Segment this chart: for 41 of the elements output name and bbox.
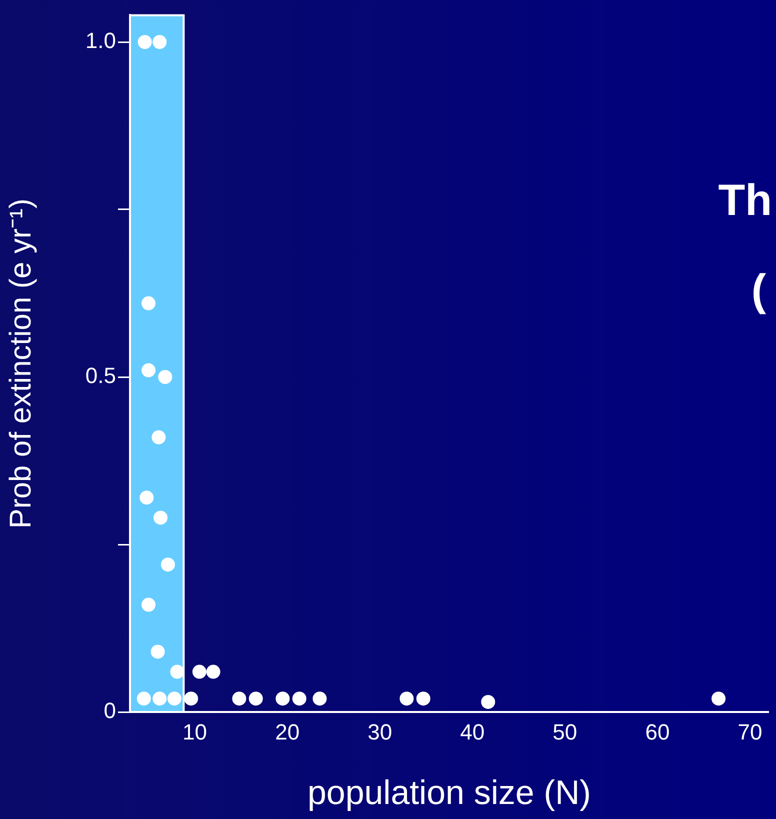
point xyxy=(152,430,166,444)
x-tick-label: 60 xyxy=(645,719,670,744)
point xyxy=(184,692,198,706)
y-tick-label: 0.5 xyxy=(85,363,116,388)
y-tick-label: 0 xyxy=(104,698,116,724)
point xyxy=(152,692,167,706)
point xyxy=(481,694,496,709)
point xyxy=(142,296,156,310)
point xyxy=(160,558,175,572)
x-tick-label: 30 xyxy=(368,719,392,744)
point xyxy=(712,692,726,706)
x-tick-label: 40 xyxy=(460,719,485,744)
point xyxy=(140,490,154,505)
point xyxy=(152,35,167,49)
point xyxy=(248,692,263,706)
x-tick-label: 20 xyxy=(275,719,300,744)
x-axis-title: population size (N) xyxy=(308,774,591,812)
point xyxy=(167,692,182,706)
x-tick-label: 10 xyxy=(182,719,208,744)
point xyxy=(416,692,430,706)
point xyxy=(138,35,152,49)
x-tick-label: 50 xyxy=(552,719,578,744)
point xyxy=(400,692,414,706)
point xyxy=(312,692,327,706)
point xyxy=(154,510,168,525)
point xyxy=(150,644,165,659)
y-axis-title: Prob of extinction (e yr⁻¹) xyxy=(4,198,38,529)
point xyxy=(276,692,290,706)
point xyxy=(158,370,172,384)
point xyxy=(206,664,220,679)
point xyxy=(192,664,206,679)
point xyxy=(232,692,246,706)
y-tick-label: 1.0 xyxy=(85,28,116,54)
point xyxy=(136,692,151,706)
annotation: ( xyxy=(751,266,766,315)
point xyxy=(142,598,156,612)
point xyxy=(142,363,156,378)
point xyxy=(170,664,184,679)
x-tick-label: 70 xyxy=(738,719,762,744)
point xyxy=(292,692,306,706)
annotation: Th xyxy=(718,176,772,225)
